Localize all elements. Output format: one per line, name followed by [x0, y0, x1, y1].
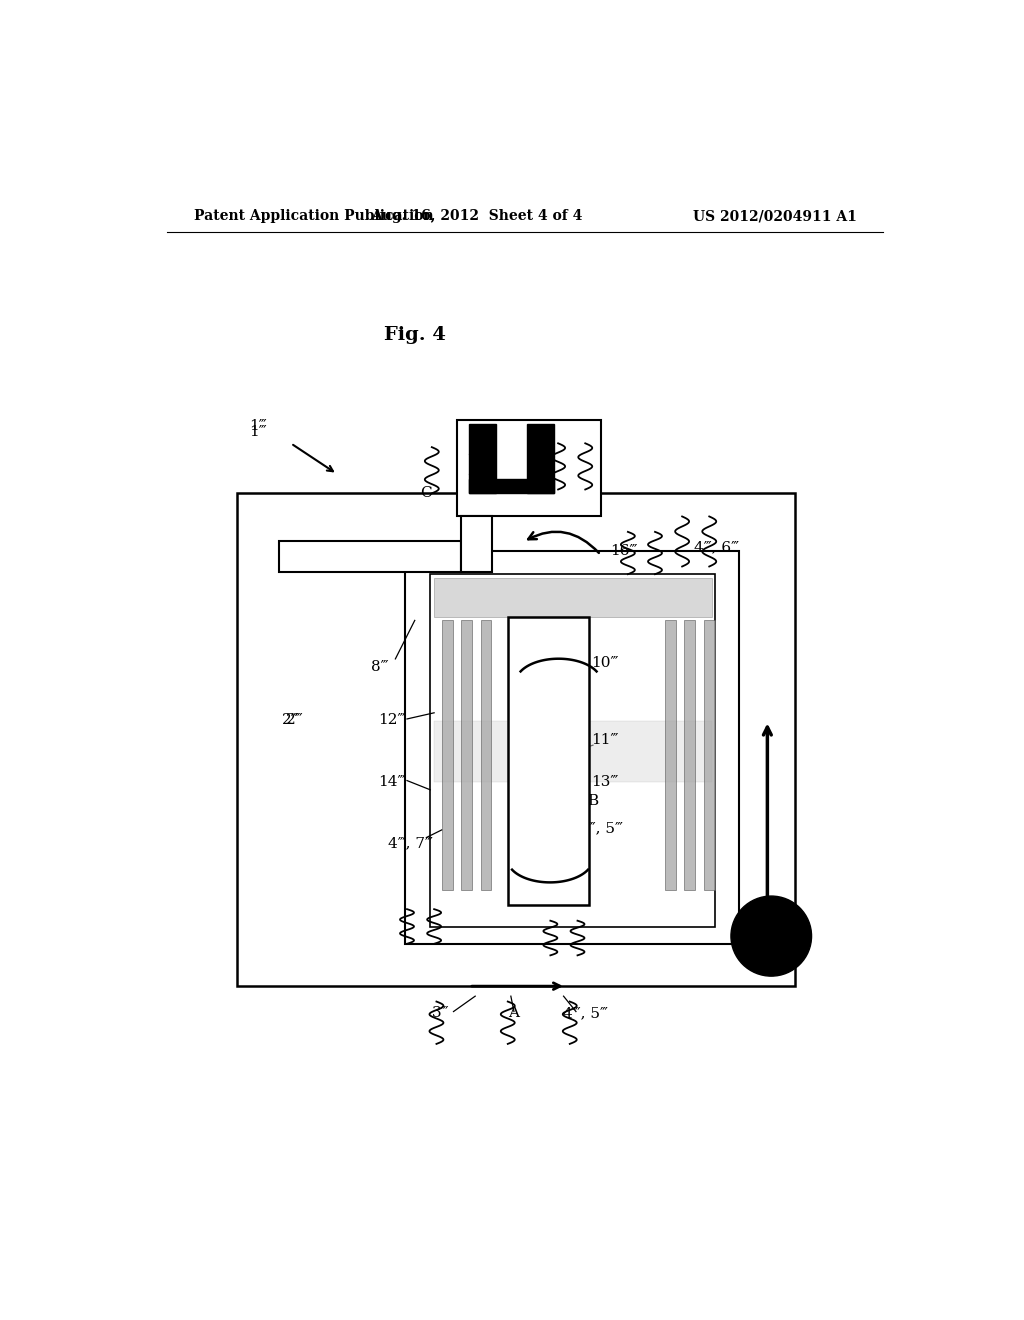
- Text: 9‴: 9‴: [549, 875, 567, 890]
- Bar: [237, 494, 795, 986]
- Text: B: B: [588, 795, 599, 808]
- Bar: [469, 479, 554, 494]
- Bar: [665, 620, 676, 890]
- Text: 1‴: 1‴: [250, 420, 267, 433]
- Bar: [461, 620, 472, 890]
- Text: 1‴: 1‴: [250, 425, 267, 438]
- Bar: [280, 541, 461, 572]
- Text: 2‴: 2‴: [286, 714, 303, 727]
- Text: 10‴: 10‴: [591, 656, 618, 669]
- Bar: [508, 616, 589, 906]
- Text: 2‴: 2‴: [282, 714, 300, 727]
- Bar: [703, 620, 715, 890]
- Text: A: A: [509, 1006, 519, 1020]
- Text: 4‴, 7‴: 4‴, 7‴: [388, 837, 433, 850]
- Bar: [434, 721, 712, 781]
- Bar: [684, 620, 695, 890]
- Bar: [430, 574, 716, 927]
- Bar: [461, 516, 493, 572]
- Text: 8‴: 8‴: [371, 660, 389, 673]
- Text: 4‴, 7‴: 4‴, 7‴: [536, 479, 581, 492]
- Bar: [527, 424, 554, 494]
- Circle shape: [731, 896, 812, 977]
- Bar: [480, 620, 492, 890]
- Text: C: C: [421, 486, 432, 500]
- Text: 16‴: 16‴: [610, 544, 638, 558]
- Text: 11‴: 11‴: [591, 733, 618, 747]
- Text: Patent Application Publication: Patent Application Publication: [194, 209, 433, 223]
- Bar: [442, 620, 453, 890]
- Bar: [458, 420, 601, 516]
- Text: 3‴: 3‴: [431, 1006, 450, 1020]
- Text: 4‴, 5‴: 4‴, 5‴: [563, 1006, 607, 1020]
- Bar: [434, 578, 712, 616]
- Text: 4‴, 5‴: 4‴, 5‴: [579, 821, 624, 836]
- Text: 15‴: 15‴: [463, 479, 490, 492]
- Text: US 2012/0204911 A1: US 2012/0204911 A1: [692, 209, 856, 223]
- Text: 4‴, 6‴: 4‴, 6‴: [694, 540, 739, 554]
- Text: 14‴: 14‴: [378, 775, 406, 789]
- Bar: [406, 552, 738, 944]
- Text: 12‴: 12‴: [378, 714, 406, 727]
- Text: Aug. 16, 2012  Sheet 4 of 4: Aug. 16, 2012 Sheet 4 of 4: [371, 209, 583, 223]
- Text: 13‴: 13‴: [591, 775, 618, 789]
- Bar: [469, 424, 496, 494]
- Text: Fig. 4: Fig. 4: [384, 326, 445, 345]
